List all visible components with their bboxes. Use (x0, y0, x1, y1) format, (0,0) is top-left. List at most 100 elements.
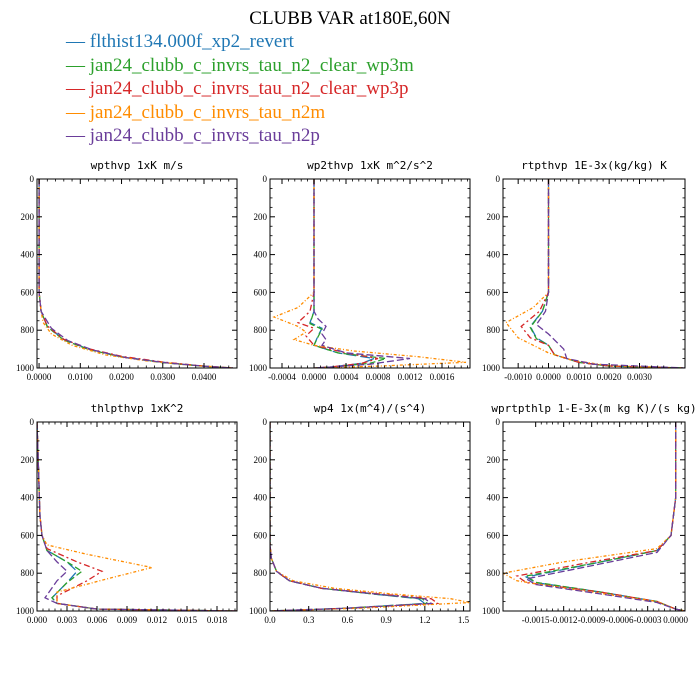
x-tick-label: 0.009 (117, 615, 138, 625)
series-line-4 (503, 422, 685, 611)
legend: — flthist134.000f_xp2_revert — jan24_clu… (66, 30, 414, 148)
x-tick-label: 0.012 (147, 615, 167, 625)
x-tick-label: 0.9 (381, 615, 393, 625)
x-tick-label: 0.0000 (663, 615, 688, 625)
y-tick-label: 800 (21, 568, 35, 578)
y-tick-label: 800 (487, 568, 501, 578)
x-tick-label: -0.0015 (522, 615, 550, 625)
legend-entry-5: — jan24_clubb_c_invrs_tau_n2p (66, 125, 320, 146)
x-tick-label: 0.015 (177, 615, 198, 625)
y-tick-label: 800 (254, 325, 268, 335)
y-tick-label: 400 (254, 493, 268, 503)
y-tick-label: 600 (254, 530, 268, 540)
x-tick-label: 0.0300 (150, 372, 175, 382)
y-tick-label: 200 (21, 212, 35, 222)
series-line-4 (37, 422, 237, 611)
x-tick-label: 0.0008 (366, 372, 391, 382)
x-tick-label: 1.2 (419, 615, 430, 625)
plot-frame (36, 421, 238, 612)
x-tick-label: 0.6 (342, 615, 354, 625)
y-tick-label: 0 (496, 417, 501, 427)
series-line-5 (38, 179, 233, 368)
x-tick-label: 0.0030 (627, 372, 652, 382)
y-tick-label: 1000 (249, 606, 268, 616)
y-tick-label: 0 (496, 174, 501, 184)
chart-panel-6: wprtpthlp 1-E-3x(m kg K)/(s kg) 0 200 400 60… (482, 402, 697, 625)
series-line-5 (535, 179, 685, 368)
x-tick-label: -0.0004 (268, 372, 296, 382)
series-line-2 (309, 179, 387, 368)
y-tick-label: 0 (30, 174, 35, 184)
x-tick-label: 0.0004 (334, 372, 359, 382)
y-tick-label: 400 (21, 493, 35, 503)
x-tick-label: 0.018 (207, 615, 228, 625)
x-tick-label: -0.0006 (606, 615, 634, 625)
plot-frame (502, 178, 686, 369)
x-tick-label: 0.0200 (109, 372, 134, 382)
series-line-2 (38, 179, 233, 368)
plot-frame (502, 421, 686, 612)
panel-title: wp4 1x(m^4)/(s^4) (314, 402, 427, 415)
x-tick-label: 0.0000 (302, 372, 327, 382)
series-line-4 (272, 179, 467, 368)
series-line-2 (37, 422, 237, 611)
y-tick-label: 600 (21, 530, 35, 540)
y-tick-label: 1000 (482, 363, 501, 373)
series-line-4 (38, 179, 233, 368)
x-tick-label: 0.006 (87, 615, 108, 625)
y-tick-label: 200 (254, 212, 268, 222)
figure-title: CLUBB VAR at180E,60N (249, 8, 451, 29)
y-tick-label: 600 (487, 287, 501, 297)
x-tick-label: 0.0020 (597, 372, 622, 382)
y-tick-label: 400 (487, 250, 501, 260)
legend-entry-2: — jan24_clubb_c_invrs_tau_n2_clear_wp3m (66, 54, 414, 76)
y-tick-label: 200 (21, 455, 35, 465)
series-line-1 (270, 422, 427, 611)
plot-frame (269, 178, 471, 369)
series-line-3 (520, 179, 685, 368)
x-tick-label: -0.0012 (550, 615, 578, 625)
y-tick-label: 800 (487, 325, 501, 335)
y-tick-label: 0 (30, 417, 35, 427)
y-tick-label: 600 (487, 530, 501, 540)
panel-title: wprtpthlp 1-E-3x(m kg K)/(s kg) (491, 402, 696, 415)
series-line-5 (313, 179, 411, 368)
y-tick-label: 200 (254, 455, 268, 465)
series-line-4 (505, 179, 685, 368)
y-tick-label: 400 (21, 250, 35, 260)
y-tick-label: 800 (21, 325, 35, 335)
x-tick-label: 0.0016 (430, 372, 455, 382)
x-tick-label: 0.0100 (68, 372, 93, 382)
legend-entry-1: — flthist134.000f_xp2_revert (66, 31, 294, 52)
x-tick-label: 0.0 (264, 615, 276, 625)
series-line-3 (38, 179, 233, 368)
series-line-2 (524, 422, 685, 611)
series-line-1 (309, 179, 377, 368)
series-line-5 (270, 422, 434, 611)
x-tick-label: 0.3 (303, 615, 315, 625)
y-tick-label: 400 (254, 250, 268, 260)
y-tick-label: 800 (254, 568, 268, 578)
x-tick-label: -0.0003 (634, 615, 662, 625)
x-tick-label: 1.5 (458, 615, 470, 625)
panel-title: wpthvp 1xK m/s (91, 159, 184, 172)
series-line-1 (524, 422, 685, 611)
y-tick-label: 600 (254, 287, 268, 297)
x-tick-label: 0.000 (27, 615, 48, 625)
y-tick-label: 1000 (482, 606, 501, 616)
x-tick-label: 0.0000 (536, 372, 561, 382)
y-tick-label: 600 (21, 287, 35, 297)
x-tick-label: -0.0009 (578, 615, 606, 625)
legend-entry-3: — jan24_clubb_c_invrs_tau_n2_clear_wp3p (66, 78, 409, 99)
y-tick-label: 200 (487, 212, 501, 222)
legend-entry-4: — jan24_clubb_c_invrs_tau_n2m (66, 101, 326, 123)
panel-title: thlpthvp 1xK^2 (91, 402, 184, 415)
series-line-5 (524, 422, 685, 611)
series-line-3 (515, 422, 685, 611)
series-line-1 (38, 179, 233, 368)
x-tick-label: 0.0012 (398, 372, 423, 382)
